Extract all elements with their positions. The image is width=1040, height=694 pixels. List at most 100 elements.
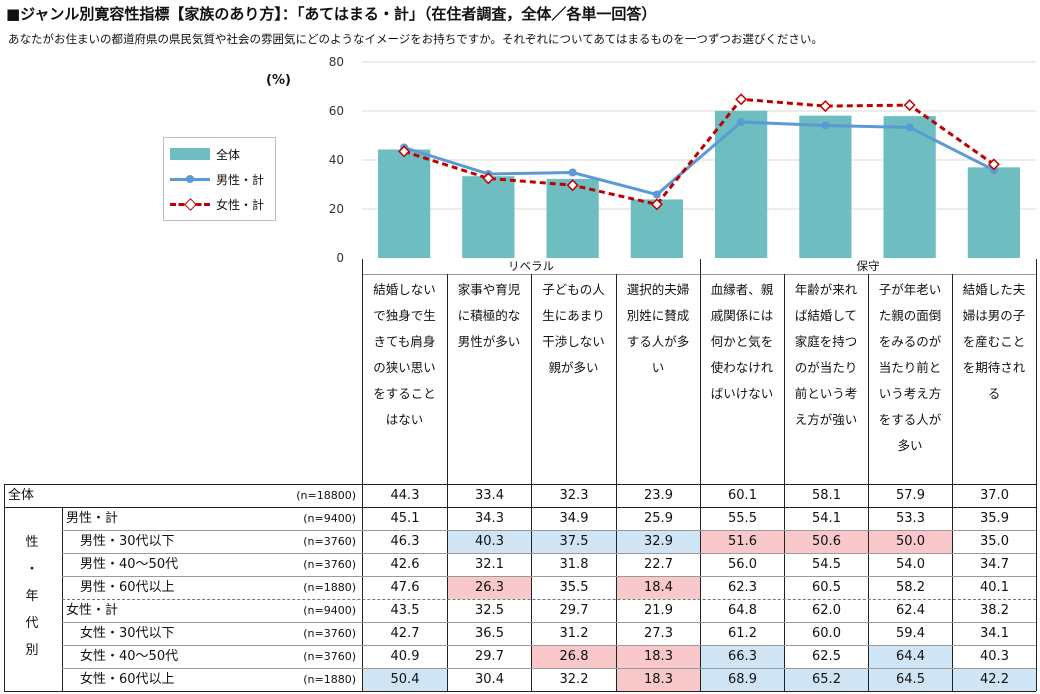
table-cell: 27.3 (644, 626, 673, 641)
table-cell: 40.3 (980, 649, 1009, 664)
table-cell: 55.5 (728, 511, 757, 526)
category-label-line: いう考え方 (878, 386, 942, 401)
category-label-line: 使わなけれ (710, 360, 774, 375)
category-label-line: を産むこと (962, 334, 1026, 349)
column-divider (531, 274, 532, 691)
column-divider (362, 259, 363, 691)
bar (378, 149, 431, 258)
table-cell: 60.5 (812, 580, 841, 595)
row-divider-thin (62, 645, 1036, 646)
category-label-line: 年齢が来れ (794, 282, 858, 297)
table-cell: 61.2 (728, 626, 757, 641)
side-label-char: 別 (25, 643, 39, 658)
category-label: 結婚しない で独身で生 きても肩身 の狭い思い をすること はない (362, 277, 447, 433)
row-label: 男性・30代以下 (80, 534, 175, 549)
column-divider (616, 274, 617, 691)
table-cell: 35.0 (980, 534, 1009, 549)
category-label-line: い (651, 360, 665, 375)
table-cell: 31.8 (559, 557, 589, 572)
side-label-char: ・ (25, 562, 39, 577)
table-cell: 68.9 (701, 669, 784, 691)
row-n: (n=3760) (303, 558, 356, 571)
category-label-line: 選択的夫婦 (626, 282, 690, 297)
category-label-line: 多い (897, 438, 923, 453)
table-cell: 64.8 (728, 603, 757, 618)
category-label-line: 男性が多い (457, 334, 521, 349)
female-point (398, 145, 411, 158)
table-cell: 32.2 (559, 672, 589, 687)
table-cell: 33.4 (475, 488, 504, 503)
row-divider-thin (62, 668, 1036, 669)
female-line (403, 97, 995, 207)
male-point (905, 123, 914, 132)
category-label: 血縁者、親 戚関係には 何かと気を 使わなけれ ばいけない (700, 277, 784, 407)
row-n: (n=3760) (303, 650, 356, 663)
category-label-line: 家事や育児 (457, 282, 521, 297)
table-cell: 54.0 (896, 557, 925, 572)
category-label-line: をする人が (878, 412, 942, 427)
category-label-line: 前という考 (794, 386, 858, 401)
table-cell: 62.3 (728, 580, 757, 595)
row-label: 女性・40～50代 (80, 649, 179, 664)
category-label-line: 親が多い (548, 360, 599, 375)
table-cell: 31.2 (559, 626, 589, 641)
table-cell: 62.4 (896, 603, 925, 618)
column-divider (700, 259, 701, 691)
category-label: 子が年老い た親の面倒 をみるのが 当たり前と いう考え方 をする人が 多い (868, 277, 952, 459)
category-label: 選択的夫婦 別姓に賛成 する人が多い (616, 277, 700, 381)
table-cell: 53.3 (896, 511, 925, 526)
table-cell: 54.1 (812, 511, 841, 526)
category-label-line: をみるのが (878, 334, 942, 349)
table-cell: 40.1 (980, 580, 1009, 595)
bar (967, 167, 1020, 258)
question-text: あなたがお住まいの都道府県の県民気質や社会の雰囲気にどのようなイメージをお持ちで… (8, 32, 823, 46)
table-cell: 40.9 (390, 649, 420, 664)
category-label: 年齢が来れ ば結婚して 家庭を持つ のが当たり 前という考 え方が強い (784, 277, 868, 433)
category-label-line: ば結婚して (794, 308, 858, 323)
row-n: (n=9400) (303, 604, 356, 617)
category-label-line: 戚関係には (710, 308, 774, 323)
category-label-line: の狭い思い (373, 360, 436, 375)
row-divider-dashed (62, 599, 1036, 600)
table-cell: 36.5 (475, 626, 504, 641)
table-cell: 44.3 (390, 488, 420, 503)
category-label-line: え方が強い (794, 412, 858, 427)
row-divider-thin (62, 576, 1036, 577)
category-label-line: 子が年老い (878, 282, 942, 297)
row-n: (n=1880) (303, 581, 356, 594)
category-label-line: 当たり前と (878, 360, 942, 375)
category-label-line: きても肩身 (373, 334, 436, 349)
table-cell: 32.1 (475, 557, 504, 572)
table-cell: 26.8 (532, 646, 616, 668)
row-n: (n=18800) (296, 489, 356, 502)
y-tick-label: 40 (329, 153, 344, 167)
side-label-char: 性 (25, 535, 39, 550)
category-label-line: 何かと気を (710, 334, 774, 349)
row-n: (n=9400) (303, 512, 356, 525)
male-point (737, 118, 746, 127)
table-cell: 34.3 (475, 511, 504, 526)
column-divider (1036, 259, 1037, 691)
bar (546, 178, 599, 258)
category-label-line: 結婚した夫 (962, 282, 1026, 297)
category-label-line: で独身で生 (373, 308, 436, 323)
row-label: 女性・30代以下 (80, 626, 175, 641)
row-label: 全体 (8, 488, 35, 503)
table-cell: 50.6 (785, 531, 868, 553)
table-cell: 42.6 (390, 557, 420, 572)
female-point (987, 158, 1000, 171)
table-cell: 64.5 (869, 669, 952, 691)
row-divider-thin (62, 553, 1036, 554)
row-label: 男性・60代以上 (80, 580, 175, 595)
row-n: (n=3760) (303, 535, 356, 548)
category-label-line: 生にあまり (542, 308, 605, 323)
table-cell: 37.5 (532, 531, 616, 553)
row-label: 男性・計 (66, 511, 119, 526)
row-divider-thin (62, 622, 1036, 623)
category-label-line: する人が多 (626, 334, 690, 349)
category-label-line: はない (385, 412, 424, 427)
table-cell: 58.1 (812, 488, 841, 503)
table-cell: 32.3 (559, 488, 589, 503)
row-n: (n=3760) (303, 627, 356, 640)
table-cell: 62.5 (812, 649, 841, 664)
